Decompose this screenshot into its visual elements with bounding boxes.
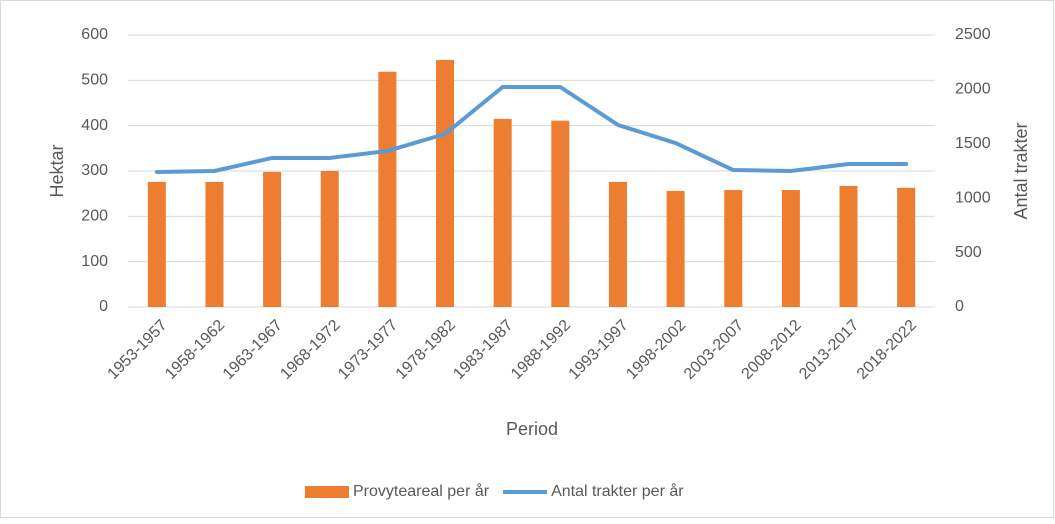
x-axis-title: Period (506, 419, 558, 439)
bar (493, 118, 512, 307)
y-tick-label: 500 (81, 72, 108, 89)
bar (608, 181, 627, 307)
bar (378, 71, 397, 307)
y2-tick-label: 2500 (955, 26, 991, 43)
y-tick-label: 100 (81, 253, 108, 270)
bar (263, 171, 282, 307)
legend-swatch (305, 486, 349, 498)
legend-label: Antal trakter per år (551, 482, 684, 500)
bar (781, 190, 800, 307)
y-tick-label: 200 (81, 208, 108, 225)
y-tick-label: 400 (81, 117, 108, 134)
y2-tick-label: 1500 (955, 135, 991, 152)
bar (724, 190, 743, 307)
bar (436, 59, 455, 307)
legend-label: Provyteareal per år (353, 482, 490, 500)
y-tick-label: 0 (99, 298, 108, 315)
y2-tick-label: 0 (955, 298, 964, 315)
y-tick-label: 300 (81, 162, 108, 179)
bar (897, 187, 916, 307)
y2-tick-label: 1000 (955, 189, 991, 206)
y2-tick-label: 500 (955, 244, 982, 261)
bar (839, 185, 858, 307)
y-axis-title: Hektar (47, 144, 67, 197)
line (154, 85, 909, 174)
y2-tick-label: 2000 (955, 81, 991, 98)
bar (147, 181, 166, 307)
y-tick-label: 600 (81, 26, 108, 43)
bar (551, 120, 570, 308)
bar (205, 181, 224, 307)
bar (320, 171, 339, 307)
y2-axis-title: Antal trakter (1011, 122, 1031, 219)
bar (666, 190, 685, 307)
